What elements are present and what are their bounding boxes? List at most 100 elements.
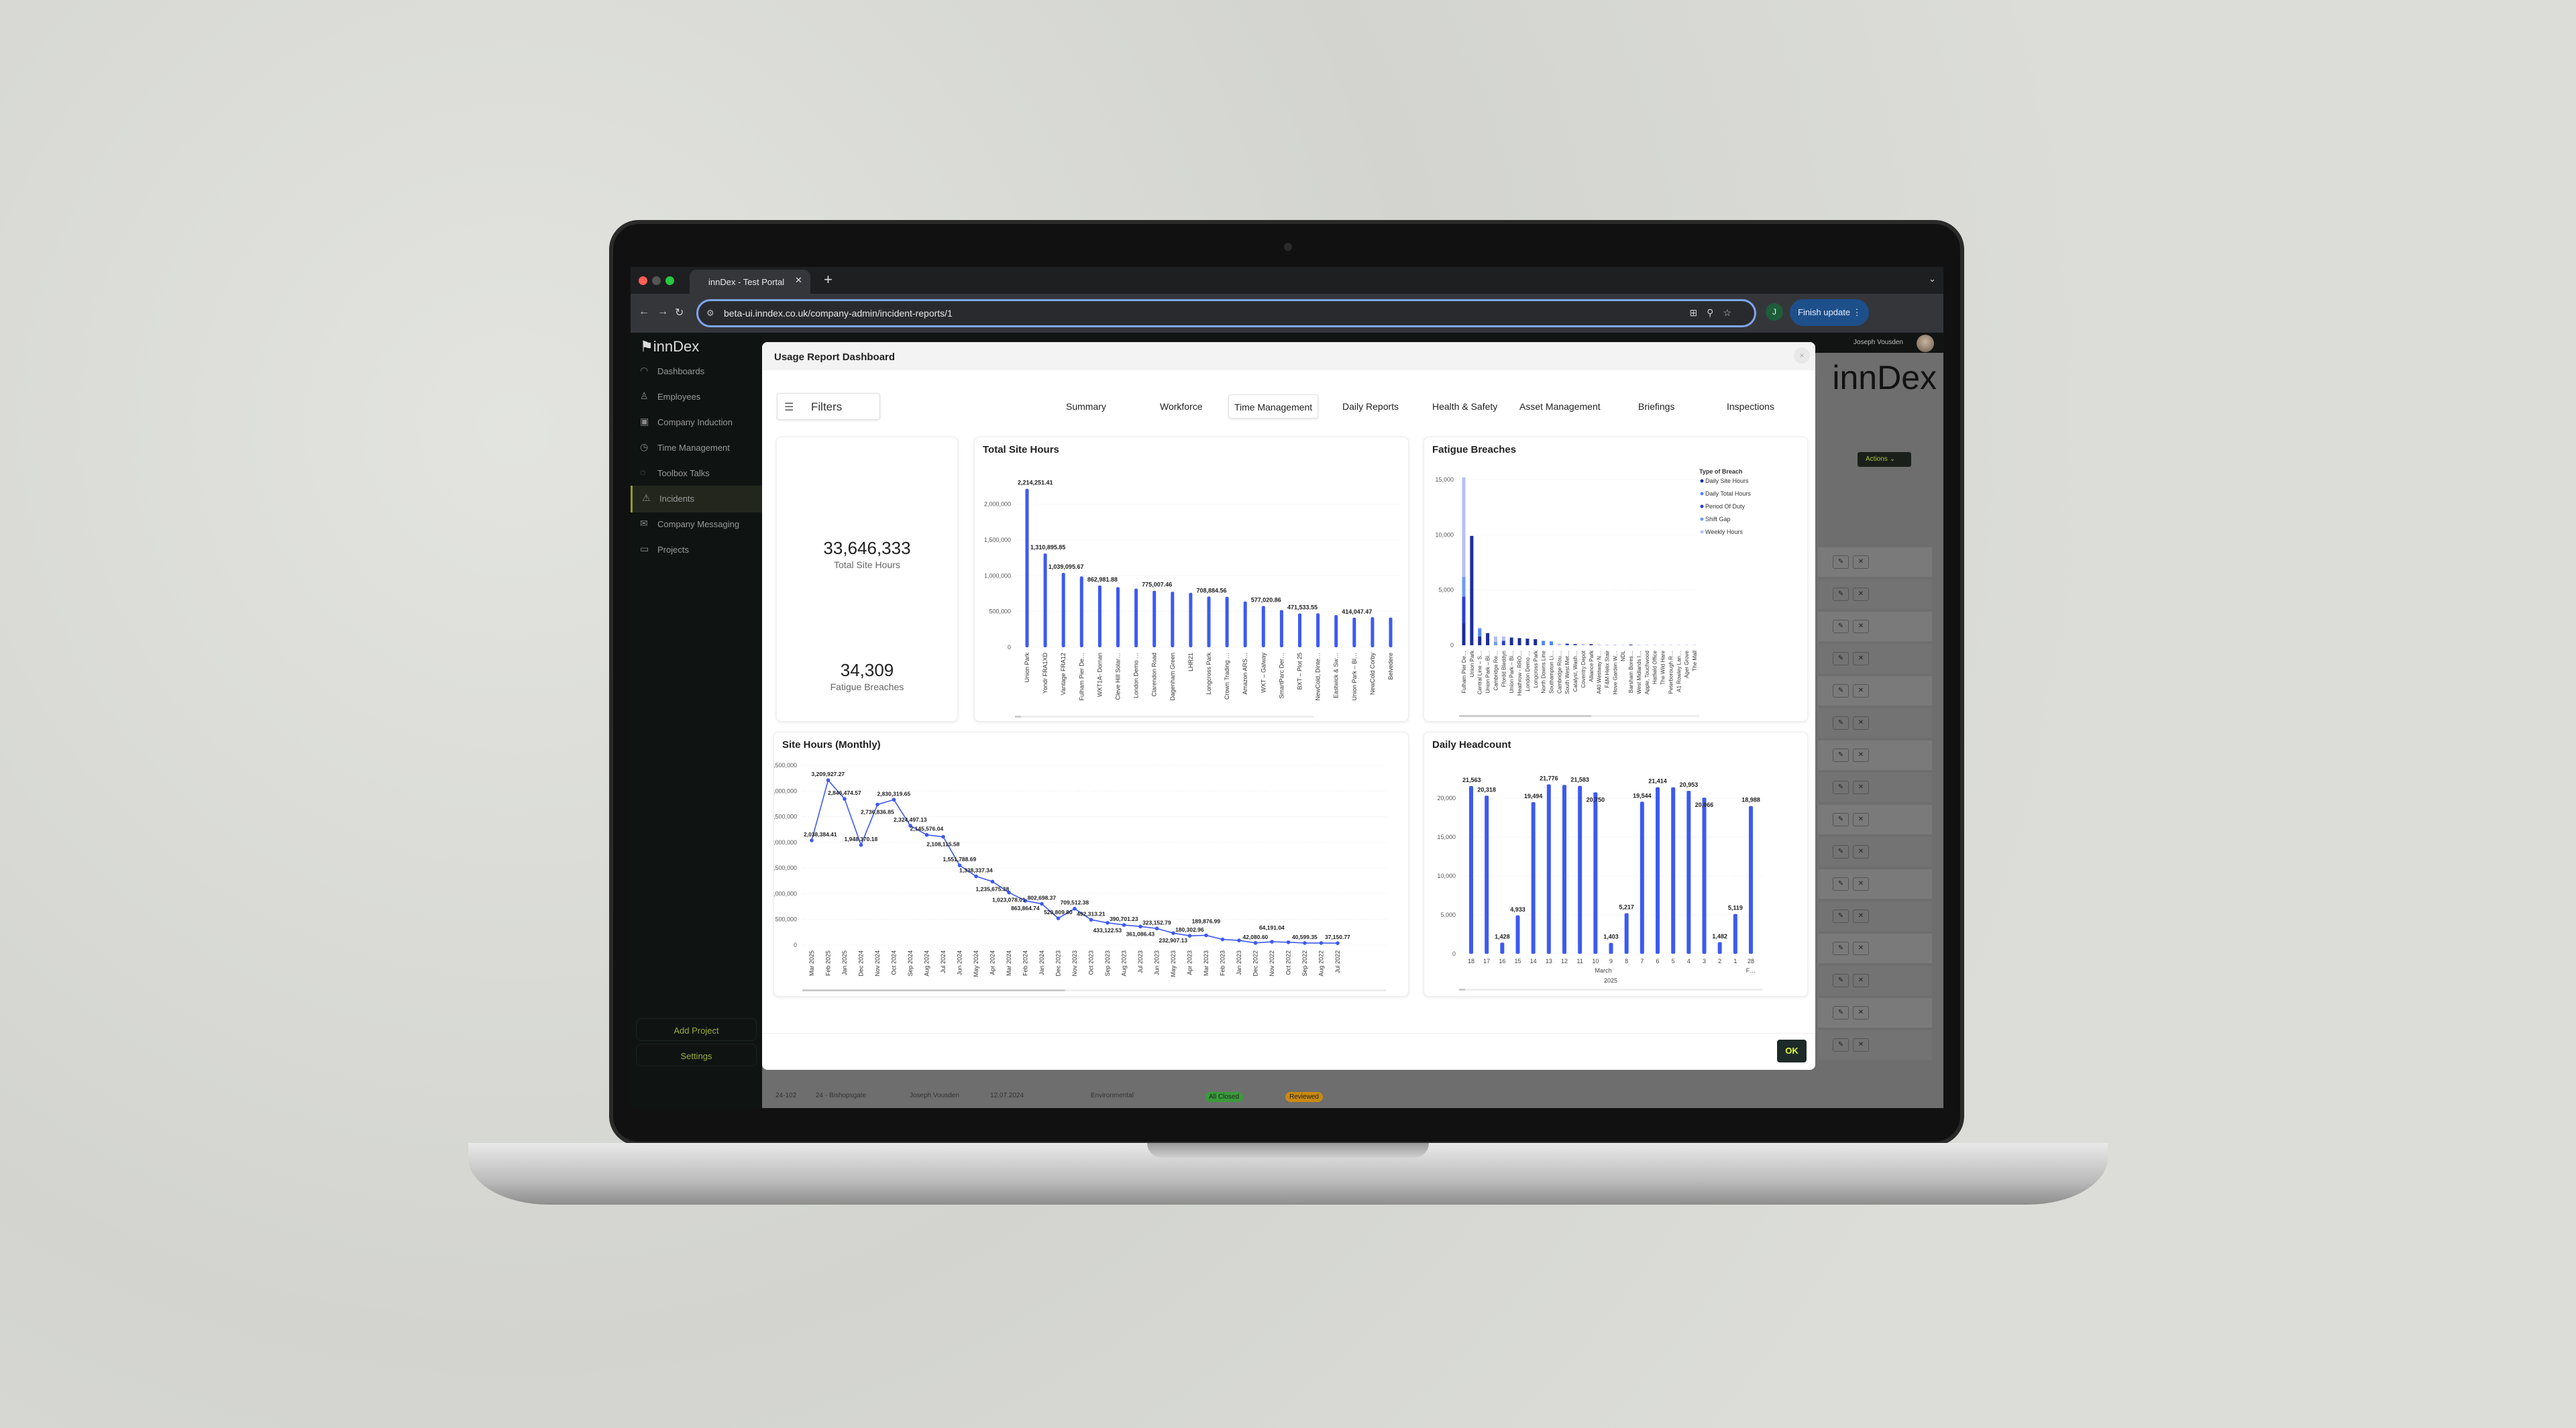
x-tick-label: Longcross Park bbox=[1533, 650, 1539, 688]
add-project-button[interactable]: Add Project bbox=[636, 1018, 757, 1041]
delete-icon[interactable]: ✕ bbox=[1853, 845, 1869, 859]
browser-tab[interactable]: innDex - Test Portal bbox=[690, 270, 810, 294]
bar-segment bbox=[1486, 633, 1490, 645]
delete-icon[interactable]: ✕ bbox=[1853, 588, 1869, 601]
settings-button[interactable]: Settings bbox=[636, 1044, 757, 1066]
x-tick-label: Oct 2023 bbox=[1088, 950, 1095, 975]
delete-icon[interactable]: ✕ bbox=[1853, 1038, 1869, 1052]
data-point bbox=[1023, 899, 1028, 903]
cell-date: 12.07.2024 bbox=[990, 1092, 1024, 1099]
edit-icon[interactable]: ✎ bbox=[1833, 813, 1849, 826]
legend-marker bbox=[1700, 479, 1704, 483]
tab-asset-management[interactable]: Asset Management bbox=[1519, 401, 1601, 412]
edit-icon[interactable]: ✎ bbox=[1833, 910, 1849, 923]
scrollbar-thumb bbox=[1015, 716, 1021, 718]
data-label: 40,599.35 bbox=[1292, 934, 1318, 940]
close-tab-icon[interactable]: ✕ bbox=[795, 275, 802, 285]
delete-icon[interactable]: ✕ bbox=[1853, 555, 1869, 569]
tab-inspections[interactable]: Inspections bbox=[1727, 401, 1774, 412]
close-icon[interactable]: × bbox=[1794, 347, 1810, 364]
delete-icon[interactable]: ✕ bbox=[1853, 652, 1869, 665]
edit-icon[interactable]: ✎ bbox=[1833, 1038, 1849, 1052]
profile-avatar[interactable]: J bbox=[1766, 303, 1783, 321]
delete-icon[interactable]: ✕ bbox=[1853, 1006, 1869, 1020]
edit-icon[interactable]: ✎ bbox=[1833, 555, 1849, 569]
bar bbox=[1531, 802, 1536, 954]
x-tick-label: F&M Helix Stair bbox=[1605, 651, 1611, 688]
table-row[interactable]: 24-102 24 - Bishopsgate Joseph Vousden 1… bbox=[775, 1085, 1943, 1105]
actions-dropdown[interactable]: Actions ⌄ bbox=[1858, 452, 1911, 467]
edit-icon[interactable]: ✎ bbox=[1833, 877, 1849, 891]
finish-update-button[interactable]: Finish update ⋮ bbox=[1790, 299, 1869, 326]
sidebar-item-dashboards[interactable]: ◠ Dashboards bbox=[631, 358, 762, 385]
sidebar-item-time-management[interactable]: ◷ Time Management bbox=[631, 435, 762, 461]
logo[interactable]: ⚑innDex bbox=[640, 338, 699, 355]
delete-icon[interactable]: ✕ bbox=[1853, 781, 1869, 794]
scrollbar-track bbox=[802, 989, 1386, 991]
sidebar-item-company-induction[interactable]: ▣ Company Induction bbox=[631, 409, 762, 436]
edit-icon[interactable]: ✎ bbox=[1833, 1006, 1849, 1020]
site-settings-icon[interactable]: ⚙ bbox=[706, 308, 714, 318]
data-point bbox=[941, 834, 945, 839]
sidebar-item-label: Company Induction bbox=[657, 417, 733, 427]
minimize-window-button[interactable] bbox=[652, 276, 661, 285]
x-tick-label: Feb 2024 bbox=[1022, 950, 1029, 976]
delete-icon[interactable]: ✕ bbox=[1853, 910, 1869, 923]
cell-type: Environmental bbox=[1091, 1092, 1134, 1099]
maximize-window-button[interactable] bbox=[665, 276, 674, 285]
edit-icon[interactable]: ✎ bbox=[1833, 620, 1849, 633]
edit-icon[interactable]: ✎ bbox=[1833, 749, 1849, 762]
tab-workforce[interactable]: Workforce bbox=[1160, 401, 1203, 412]
table-row: ✎ ✕ bbox=[1818, 676, 1932, 706]
reload-icon[interactable]: ↻ bbox=[675, 307, 684, 319]
tab-briefings[interactable]: Briefings bbox=[1638, 401, 1675, 412]
sidebar-item-company-messaging[interactable]: ✉ Company Messaging bbox=[631, 511, 762, 538]
back-icon[interactable]: ← bbox=[639, 306, 649, 317]
x-tick-label: Dec 2023 bbox=[1055, 950, 1062, 977]
chevron-down-icon[interactable]: ⌄ bbox=[1929, 274, 1936, 284]
delete-icon[interactable]: ✕ bbox=[1853, 684, 1869, 698]
edit-icon[interactable]: ✎ bbox=[1833, 942, 1849, 955]
bar bbox=[1656, 787, 1660, 954]
delete-icon[interactable]: ✕ bbox=[1853, 620, 1869, 633]
tab-health-safety[interactable]: Health & Safety bbox=[1432, 401, 1498, 412]
filters-button[interactable]: ☰ Filters bbox=[777, 393, 880, 420]
sidebar-item-employees[interactable]: ♙ Employees bbox=[631, 384, 762, 410]
edit-icon[interactable]: ✎ bbox=[1833, 652, 1849, 665]
scrollbar-thumb bbox=[1459, 715, 1591, 717]
sidebar-item-label: Company Messaging bbox=[657, 519, 740, 529]
x-tick-label: 12 bbox=[1561, 958, 1568, 965]
bar bbox=[1515, 915, 1520, 954]
forward-icon[interactable]: → bbox=[657, 306, 668, 317]
edit-icon[interactable]: ✎ bbox=[1833, 684, 1849, 698]
tab-time-management[interactable]: Time Management bbox=[1228, 394, 1319, 419]
edit-icon[interactable]: ✎ bbox=[1833, 781, 1849, 794]
tab-daily-reports[interactable]: Daily Reports bbox=[1342, 401, 1399, 412]
translate-zoom-bookmark-icons[interactable]: ⊞⚲☆ bbox=[1689, 307, 1741, 318]
user-avatar[interactable] bbox=[1917, 335, 1934, 352]
new-tab-icon[interactable]: + bbox=[824, 271, 833, 288]
edit-icon[interactable]: ✎ bbox=[1833, 845, 1849, 859]
url-text: beta-ui.inndex.co.uk/company-admin/incid… bbox=[724, 308, 953, 319]
status-badge: All Closed bbox=[1205, 1092, 1244, 1102]
sidebar-item-toolbox-talks[interactable]: ◌ Toolbox Talks bbox=[631, 460, 762, 487]
edit-icon[interactable]: ✎ bbox=[1833, 974, 1849, 987]
delete-icon[interactable]: ✕ bbox=[1853, 974, 1869, 987]
screen: innDex - Test Portal ✕ + ⌄ ← → ↻ ⚙ beta-… bbox=[631, 267, 1943, 1108]
delete-icon[interactable]: ✕ bbox=[1853, 749, 1869, 762]
total-site-hours-label: Total Site Hours bbox=[834, 559, 900, 570]
sidebar-item-incidents[interactable]: ⚠ Incidents bbox=[631, 486, 762, 512]
ok-button[interactable]: OK bbox=[1777, 1040, 1807, 1062]
close-window-button[interactable] bbox=[639, 276, 647, 285]
data-label: 20,318 bbox=[1477, 786, 1496, 793]
delete-icon[interactable]: ✕ bbox=[1853, 813, 1869, 826]
delete-icon[interactable]: ✕ bbox=[1853, 877, 1869, 891]
delete-icon[interactable]: ✕ bbox=[1853, 716, 1869, 730]
edit-icon[interactable]: ✎ bbox=[1833, 588, 1849, 601]
edit-icon[interactable]: ✎ bbox=[1833, 716, 1849, 730]
data-point bbox=[1204, 933, 1208, 938]
delete-icon[interactable]: ✕ bbox=[1853, 942, 1869, 955]
tab-summary[interactable]: Summary bbox=[1066, 401, 1106, 412]
address-bar[interactable]: ⚙ beta-ui.inndex.co.uk/company-admin/inc… bbox=[696, 299, 1756, 327]
sidebar-item-projects[interactable]: ▭ Projects bbox=[631, 537, 762, 563]
